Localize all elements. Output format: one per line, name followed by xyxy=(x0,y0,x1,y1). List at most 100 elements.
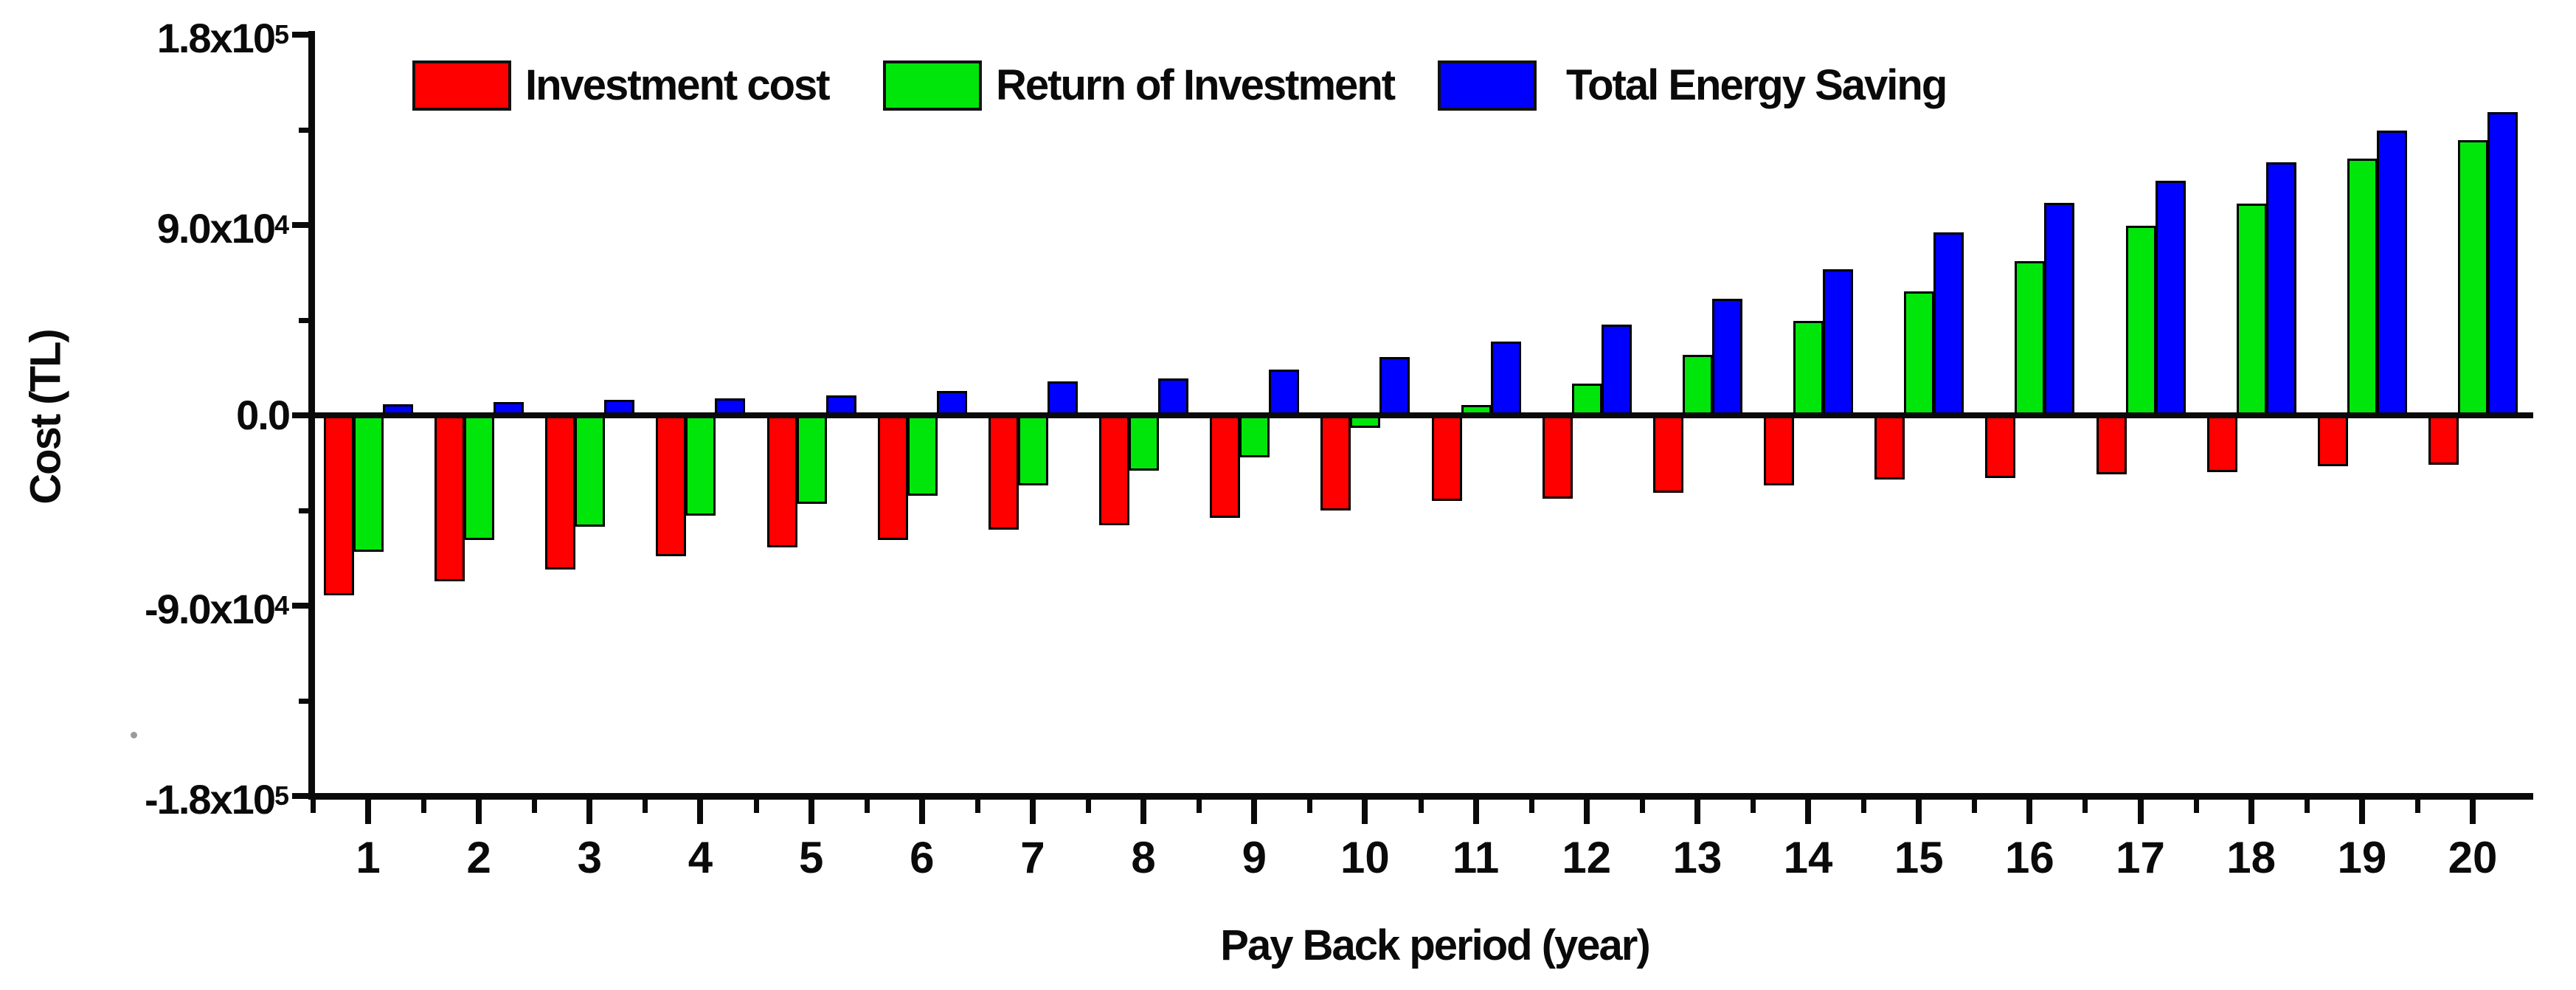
bar-investment-cost-year-3 xyxy=(545,415,575,570)
bar-total-energy-saving-year-14 xyxy=(1823,269,1853,415)
x-minor-tick-3 xyxy=(532,799,538,813)
bar-total-energy-saving-year-7 xyxy=(1048,381,1078,415)
bar-return-of-investment-year-17 xyxy=(2126,226,2156,415)
bar-total-energy-saving-year-17 xyxy=(2156,181,2186,415)
x-tick-label-6: 6 xyxy=(910,833,935,882)
x-major-tick-16 xyxy=(2026,799,2033,824)
x-major-tick-10 xyxy=(1362,799,1368,824)
x-minor-tick-16 xyxy=(1972,799,1978,813)
y-major-tick-90000 xyxy=(292,222,308,228)
bar-return-of-investment-year-14 xyxy=(1793,321,1824,415)
bar-return-of-investment-year-2 xyxy=(464,415,494,540)
legend-label-investment-cost: Investment cost xyxy=(525,61,831,109)
x-minor-tick-6 xyxy=(864,799,870,813)
bar-total-energy-saving-year-13 xyxy=(1712,299,1742,415)
x-tick-label-15: 15 xyxy=(1894,833,1944,882)
x-minor-tick-5 xyxy=(753,799,759,813)
x-tick-label-7: 7 xyxy=(1020,833,1045,882)
smudge-artifact xyxy=(131,732,137,738)
x-minor-tick-7 xyxy=(974,799,980,813)
bar-investment-cost-year-13 xyxy=(1653,415,1683,493)
x-tick-label-20: 20 xyxy=(2448,833,2498,882)
x-minor-tick-13 xyxy=(1639,799,1645,813)
bar-investment-cost-year-17 xyxy=(2097,415,2127,474)
bar-total-energy-saving-year-19 xyxy=(2377,131,2407,415)
x-major-tick-1 xyxy=(365,799,371,824)
x-tick-label-9: 9 xyxy=(1242,833,1267,882)
y-tick-label-exponent: 5 xyxy=(274,19,289,49)
x-major-tick-15 xyxy=(1916,799,1922,824)
x-major-tick-12 xyxy=(1583,799,1590,824)
x-minor-tick-12 xyxy=(1528,799,1534,813)
y-axis-line xyxy=(308,31,315,800)
x-minor-tick-18 xyxy=(2193,799,2199,813)
bar-investment-cost-year-4 xyxy=(656,415,686,556)
y-minor-tick--135000 xyxy=(299,699,308,704)
x-major-tick-20 xyxy=(2470,799,2476,824)
bar-investment-cost-year-12 xyxy=(1543,415,1573,499)
legend-swatch-total-energy-saving xyxy=(1438,60,1537,111)
bar-investment-cost-year-18 xyxy=(2207,415,2237,472)
x-tick-label-16: 16 xyxy=(2004,833,2054,882)
bar-investment-cost-year-5 xyxy=(767,415,797,547)
y-tick-label-exponent: 4 xyxy=(274,590,289,620)
y-tick-label--90000: -9.0x104 xyxy=(145,586,289,632)
x-axis-line xyxy=(308,793,2533,800)
bar-investment-cost-year-1 xyxy=(324,415,354,595)
x-tick-label-2: 2 xyxy=(466,833,491,882)
y-minor-tick--45000 xyxy=(299,508,308,513)
y-major-tick--180000 xyxy=(292,793,308,799)
y-major-tick--90000 xyxy=(292,603,308,609)
legend-label-return-of-investment: Return of Investment xyxy=(996,61,1396,109)
bar-investment-cost-year-8 xyxy=(1099,415,1129,525)
x-tick-label-5: 5 xyxy=(798,833,824,882)
x-minor-tick-19 xyxy=(2304,799,2310,813)
x-minor-tick-20 xyxy=(2414,799,2420,813)
bar-return-of-investment-year-6 xyxy=(907,415,938,496)
x-major-tick-6 xyxy=(918,799,925,824)
x-major-tick-11 xyxy=(1472,799,1479,824)
x-tick-label-13: 13 xyxy=(1672,833,1722,882)
bar-return-of-investment-year-3 xyxy=(575,415,605,527)
bar-investment-cost-year-6 xyxy=(878,415,908,540)
bar-investment-cost-year-14 xyxy=(1764,415,1794,485)
x-tick-label-19: 19 xyxy=(2337,833,2387,882)
x-minor-tick-17 xyxy=(2082,799,2088,813)
bar-return-of-investment-year-9 xyxy=(1239,415,1270,457)
x-major-tick-19 xyxy=(2358,799,2365,824)
x-major-tick-2 xyxy=(476,799,482,824)
bar-return-of-investment-year-7 xyxy=(1018,415,1048,485)
bar-return-of-investment-year-15 xyxy=(1904,291,1934,415)
bar-return-of-investment-year-5 xyxy=(797,415,827,504)
y-tick-label-exponent: 4 xyxy=(274,210,289,240)
bar-investment-cost-year-9 xyxy=(1210,415,1240,518)
bar-investment-cost-year-7 xyxy=(988,415,1019,530)
bar-return-of-investment-year-4 xyxy=(685,415,716,516)
bar-investment-cost-year-20 xyxy=(2428,415,2459,465)
legend-swatch-investment-cost xyxy=(412,60,511,111)
bar-total-energy-saving-year-15 xyxy=(1933,232,1964,415)
zero-baseline xyxy=(308,412,2533,418)
x-major-tick-7 xyxy=(1029,799,1036,824)
bar-total-energy-saving-year-11 xyxy=(1491,342,1521,415)
x-tick-label-17: 17 xyxy=(2116,833,2165,882)
bar-return-of-investment-year-8 xyxy=(1129,415,1159,471)
x-major-tick-3 xyxy=(586,799,593,824)
bar-return-of-investment-year-20 xyxy=(2458,140,2488,415)
x-tick-label-18: 18 xyxy=(2226,833,2276,882)
bar-total-energy-saving-year-10 xyxy=(1379,357,1410,415)
bar-total-energy-saving-year-18 xyxy=(2266,162,2296,415)
bar-investment-cost-year-10 xyxy=(1320,415,1351,510)
bar-total-energy-saving-year-16 xyxy=(2044,203,2074,415)
bar-total-energy-saving-year-20 xyxy=(2487,112,2518,415)
bar-total-energy-saving-year-6 xyxy=(937,391,967,415)
legend-swatch-return-of-investment xyxy=(883,60,982,111)
x-minor-tick-1 xyxy=(310,799,316,813)
y-minor-tick-45000 xyxy=(299,318,308,323)
bar-return-of-investment-year-1 xyxy=(353,415,384,552)
bar-investment-cost-year-19 xyxy=(2318,415,2348,466)
x-tick-label-10: 10 xyxy=(1340,833,1390,882)
x-tick-label-11: 11 xyxy=(1452,833,1500,882)
y-tick-label-90000: 9.0x104 xyxy=(156,205,289,252)
